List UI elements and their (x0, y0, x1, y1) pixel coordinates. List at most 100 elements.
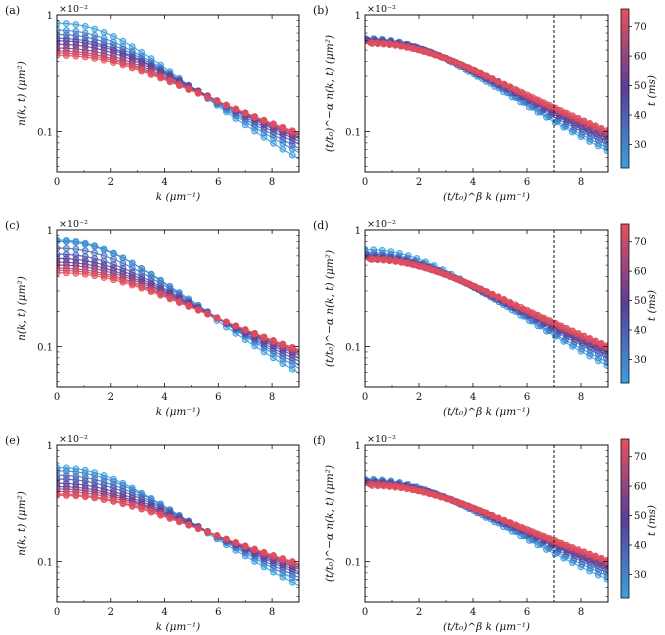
y-tick-label: 0.1 (37, 128, 53, 139)
data-point (260, 116, 268, 124)
data-point (223, 101, 230, 109)
colorbar: 30 40 50 60 70 t (ms) (620, 438, 658, 599)
data-point (110, 478, 117, 485)
data-point (57, 52, 61, 59)
data-point (270, 140, 277, 147)
x-axis-label: (t/t₀)^β k (μm⁻¹) (443, 621, 530, 633)
data-point (63, 20, 70, 27)
data-point (466, 280, 473, 288)
data-point (443, 495, 451, 503)
data-point (437, 269, 445, 277)
data-point (540, 99, 548, 107)
data-point (597, 554, 605, 562)
data-point (397, 258, 405, 266)
data-point (63, 238, 70, 245)
data-point (426, 265, 433, 273)
data-point (529, 94, 536, 101)
data-point (546, 317, 554, 324)
data-point (147, 508, 155, 516)
data-point (72, 52, 80, 60)
data-point (147, 71, 155, 78)
data-point (57, 269, 61, 277)
x-tick-label: 4 (161, 392, 167, 403)
colorbar: 30 40 50 60 70 t (ms) (620, 8, 658, 169)
panel-e: 0 2 4 6 8 1 0.1 ×10⁻² (e) k (μm⁻¹) n(k, t) (μm²) (5, 434, 300, 633)
data-point (72, 492, 80, 500)
panel-c: 0 2 4 6 8 1 0.1 ×10⁻² (c) k (μm⁻¹) n(k, t) (μm²) (5, 219, 300, 418)
data-point (147, 288, 155, 296)
data-point (460, 62, 468, 70)
data-point (391, 257, 399, 265)
x-tick-label: 2 (108, 607, 114, 618)
data-point (279, 555, 287, 562)
series-line (365, 258, 608, 347)
panel-label: (d) (313, 219, 329, 232)
data-point (100, 28, 108, 36)
x-tick-label: 6 (215, 177, 221, 188)
data-point (512, 521, 519, 529)
y-axis-label: n(k, t) (μm²) (16, 276, 28, 341)
data-point (166, 515, 174, 522)
panel-label: (a) (5, 4, 20, 17)
data-point (517, 523, 525, 531)
data-point (175, 518, 183, 526)
data-point (592, 552, 599, 560)
data-point (110, 498, 117, 505)
data-point (426, 490, 433, 498)
data-point (460, 501, 468, 509)
data-point (512, 85, 519, 93)
data-point (175, 82, 183, 90)
data-point (138, 284, 146, 292)
data-point (81, 270, 89, 278)
data-point (386, 257, 393, 264)
data-point (563, 541, 571, 549)
data-point (72, 245, 80, 253)
panel-label: (e) (5, 434, 20, 447)
panel-f: 0 2 4 6 8 1 0.1 ×10⁻² (f) (t/t₀)^β k (μm⁻¹) (t/t₀)… (313, 434, 609, 633)
colorbar-tick-label: 30 (634, 140, 647, 151)
data-point (260, 134, 268, 141)
axis-multiplier: ×10⁻² (367, 4, 396, 15)
data-point (100, 56, 108, 64)
data-point (414, 487, 422, 495)
axis-multiplier: ×10⁻² (59, 4, 88, 15)
data-point (72, 267, 80, 275)
series-group (365, 475, 608, 583)
colorbar-tick-label: 60 (634, 482, 647, 493)
y-tick-label: 1 (355, 226, 361, 237)
data-point (546, 535, 554, 542)
data-point (157, 511, 164, 519)
plot-frame (56, 14, 300, 173)
panel-label: (f) (313, 434, 326, 447)
data-point (483, 509, 491, 517)
data-point (63, 269, 70, 277)
data-point (414, 46, 422, 54)
data-point (380, 482, 388, 490)
data-point (512, 301, 519, 309)
data-point (506, 298, 514, 306)
data-point (63, 50, 70, 57)
colorbar-scale (620, 8, 630, 169)
data-point (100, 496, 108, 503)
data-point (138, 67, 146, 75)
data-point (466, 503, 473, 511)
x-axis-label: k (μm⁻¹) (156, 406, 200, 418)
data-point (500, 80, 508, 88)
data-point (477, 507, 485, 515)
data-point (279, 123, 287, 131)
x-tick-label: 6 (215, 392, 221, 403)
data-point (489, 512, 496, 519)
data-point (563, 109, 571, 117)
data-point (552, 537, 559, 545)
x-axis-label: k (μm⁻¹) (156, 621, 200, 633)
x-tick-label: 2 (108, 392, 114, 403)
data-point (260, 548, 268, 556)
colorbar-label: t (ms) (646, 505, 658, 536)
data-point (185, 303, 193, 310)
series-group (365, 35, 608, 154)
data-point (494, 514, 502, 522)
data-point (251, 113, 258, 120)
data-point (251, 545, 258, 553)
data-point (119, 37, 127, 45)
plot-frame (364, 444, 609, 603)
